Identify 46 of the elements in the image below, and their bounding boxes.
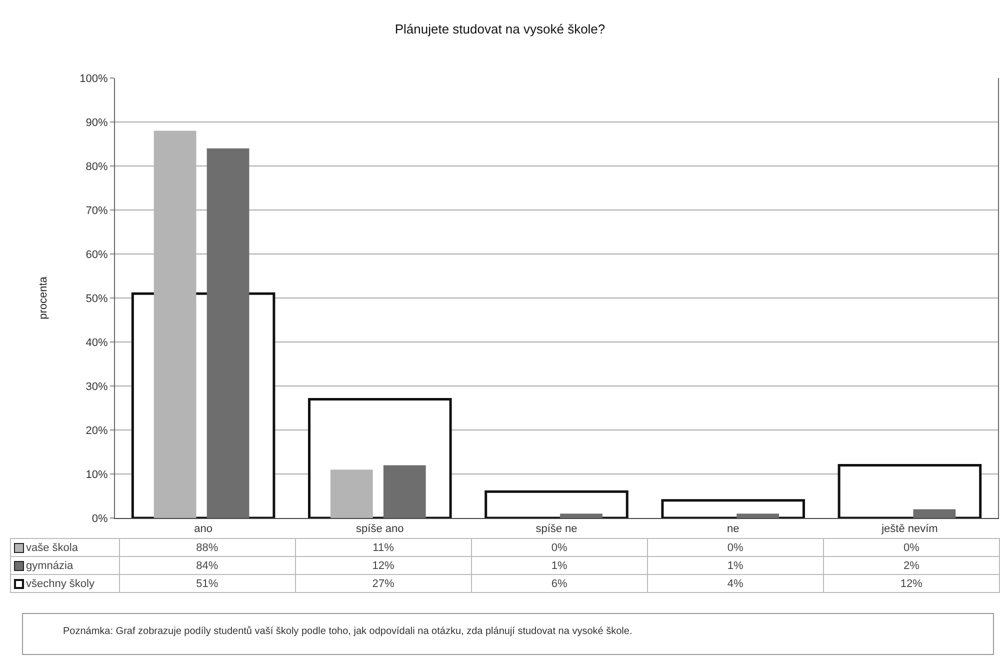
bar [913, 509, 956, 518]
y-tick-label: 80% [86, 160, 108, 173]
y-tick-label: 30% [86, 380, 108, 393]
x-tick-label: ano [194, 523, 212, 536]
data-label: 51% [119, 574, 296, 592]
y-tick-label: 20% [86, 424, 108, 437]
bar [661, 499, 805, 518]
y-tick-label: 90% [86, 116, 108, 129]
bar [484, 490, 628, 518]
y-tick-label: 0% [92, 512, 108, 525]
chart-title: Plánujete studovat na vysoké škole? [394, 22, 606, 37]
y-tick-label: 60% [86, 248, 108, 261]
data-label: 4% [647, 574, 824, 592]
y-axis-title: procenta [37, 276, 50, 320]
data-label: 27% [295, 574, 472, 592]
data-label: 11% [295, 538, 472, 556]
legend-label: gymnázia [10, 556, 120, 574]
data-label: 0% [647, 538, 824, 556]
x-tick-label: spíše ne [536, 523, 578, 536]
data-label: 88% [119, 538, 296, 556]
x-tick-label: ne [726, 523, 740, 536]
data-label: 84% [119, 556, 296, 574]
data-label: 6% [471, 574, 648, 592]
text: Poznámka: Graf zobrazuje podíly studentů vaší školy podle toho, jak odpovídali na otázku, zda plánují studovat na vysoké škole. [63, 626, 634, 637]
bar [560, 514, 602, 518]
legend-label: vaše škola [10, 538, 120, 556]
y-tick-label: 70% [86, 204, 108, 217]
data-label: 0% [471, 538, 648, 556]
data-label: 12% [823, 574, 1000, 592]
data-label: 0% [823, 538, 1000, 556]
bar [206, 148, 250, 518]
legend-label: všechny školy [10, 574, 120, 592]
y-tick-label: 50% [86, 292, 108, 305]
x-tick-label: ještě nevím [880, 523, 938, 536]
y-tick-label: 100% [80, 72, 108, 85]
bar [383, 465, 426, 518]
bar [838, 464, 982, 518]
y-tick-label: 10% [86, 468, 108, 481]
data-label: 12% [295, 556, 472, 574]
data-label: 1% [647, 556, 824, 574]
data-label: 1% [471, 556, 648, 574]
bar [736, 514, 780, 518]
bar [330, 470, 373, 518]
data-label: 2% [823, 556, 1000, 574]
x-tick-label: spíše ano [356, 523, 404, 536]
y-tick-label: 40% [86, 336, 108, 349]
